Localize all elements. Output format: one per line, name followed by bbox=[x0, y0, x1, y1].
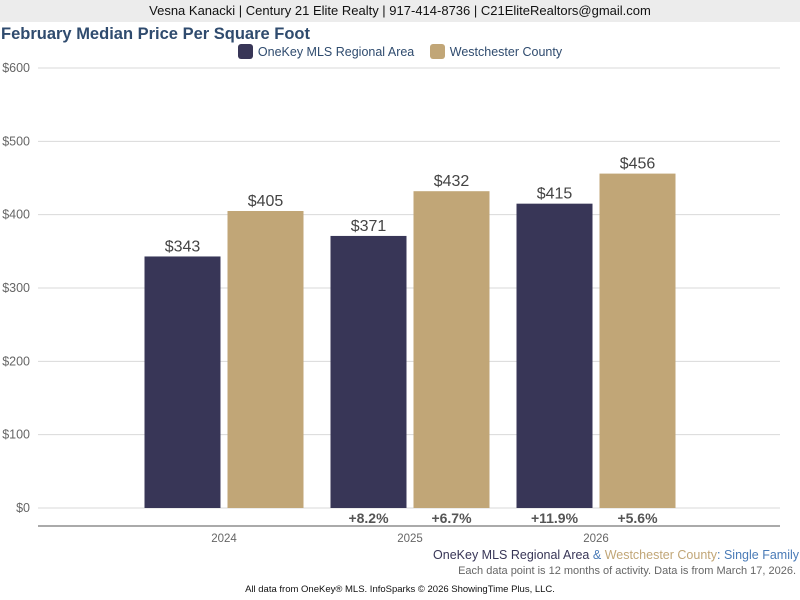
legend-label-onekey: OneKey MLS Regional Area bbox=[257, 44, 415, 59]
bar-change-label: +11.9% bbox=[531, 510, 579, 526]
bar bbox=[516, 203, 593, 508]
subtitle-connector: & bbox=[589, 548, 605, 562]
footer-credits: All data from OneKey® MLS. InfoSparks © … bbox=[0, 584, 800, 595]
y-tick-label: $100 bbox=[2, 428, 30, 442]
bar-value-label: $456 bbox=[620, 156, 656, 173]
bar-value-label: $371 bbox=[351, 218, 387, 235]
bar-value-label: $343 bbox=[165, 238, 201, 255]
bar-change-label: +8.2% bbox=[348, 510, 389, 526]
bar bbox=[599, 173, 676, 508]
bar bbox=[413, 191, 490, 508]
bar-change-label: +5.6% bbox=[617, 510, 658, 526]
y-tick-label: $200 bbox=[2, 354, 30, 368]
y-tick-label: $400 bbox=[2, 208, 30, 222]
subtitle-series-1: OneKey MLS Regional Area bbox=[433, 548, 590, 562]
legend-item-westchester[interactable]: Westchester County bbox=[429, 44, 563, 59]
chart-subtitle: OneKey MLS Regional Area & Westchester C… bbox=[433, 548, 799, 562]
legend-label-westchester: Westchester County bbox=[449, 44, 563, 59]
data-note: Each data point is 12 months of activity… bbox=[458, 565, 796, 577]
y-tick-label: $500 bbox=[2, 134, 30, 148]
footer-text: All data from OneKey® MLS. InfoSparks © … bbox=[245, 584, 555, 595]
x-tick-label: 2026 bbox=[583, 533, 609, 545]
bar-value-label: $405 bbox=[248, 193, 284, 210]
chart-title: February Median Price Per Square Foot bbox=[1, 25, 311, 43]
bar-change-label: +6.7% bbox=[431, 510, 472, 526]
x-tick-label: 2024 bbox=[211, 533, 237, 545]
y-tick-label: $0 bbox=[16, 501, 30, 515]
chart-legend: OneKey MLS Regional Area Westchester Cou… bbox=[0, 44, 800, 62]
bar-value-label: $432 bbox=[434, 173, 470, 190]
subtitle-series-2: Westchester County bbox=[604, 548, 718, 562]
bar bbox=[330, 235, 407, 508]
bar bbox=[144, 256, 221, 508]
y-tick-label: $300 bbox=[2, 281, 30, 295]
bar-value-label: $415 bbox=[537, 186, 573, 203]
legend-swatch-onekey bbox=[237, 44, 253, 59]
contact-header: Vesna Kanacki | Century 21 Elite Realty … bbox=[0, 0, 800, 22]
legend-item-onekey[interactable]: OneKey MLS Regional Area bbox=[237, 44, 415, 59]
subtitle-property-type: Single Family bbox=[723, 548, 799, 562]
subtitle-colon: : bbox=[717, 548, 724, 562]
x-tick-label: 2025 bbox=[397, 533, 423, 545]
bar bbox=[227, 211, 304, 508]
y-tick-label: $600 bbox=[2, 61, 30, 75]
legend-swatch-westchester bbox=[429, 44, 445, 59]
